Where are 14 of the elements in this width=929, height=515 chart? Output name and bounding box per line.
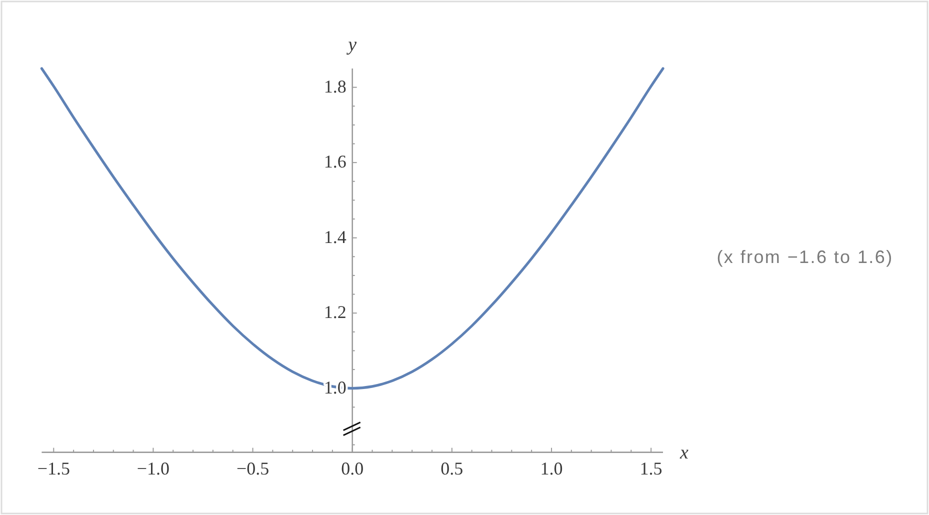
x-tick-label: 0.0	[341, 458, 364, 478]
y-tick-label: 1.8	[324, 76, 346, 96]
y-tick-label: 1.2	[324, 302, 346, 322]
y-axis-title: y	[346, 34, 358, 56]
x-tick-label: 1.5	[640, 458, 662, 478]
x-tick-label: 1.0	[540, 458, 563, 478]
x-tick-label: 0.5	[440, 458, 464, 478]
x-axis-title: x	[679, 442, 689, 464]
text: (x from −1.6 to 1.6)	[716, 247, 894, 267]
x-tick-label: −0.5	[236, 458, 270, 478]
y-tick-label: 1.4	[324, 226, 346, 247]
y-tick-label: 1.6	[324, 152, 346, 172]
x-tick-label: −1.5	[37, 458, 70, 478]
x-tick-label: −1.0	[136, 458, 170, 478]
